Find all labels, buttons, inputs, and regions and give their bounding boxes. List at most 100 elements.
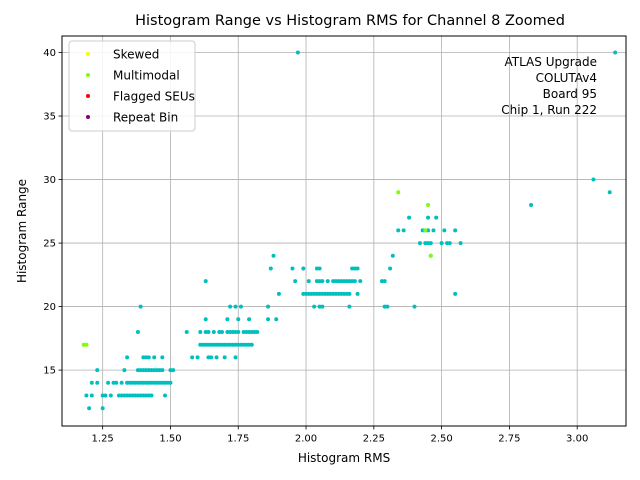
data-point-channel-8 bbox=[135, 329, 140, 334]
data-point-channel-8 bbox=[317, 266, 322, 271]
data-point-channel-8 bbox=[442, 228, 447, 233]
data-point-channel-8 bbox=[108, 393, 113, 398]
data-point-channel-8 bbox=[276, 291, 281, 296]
data-point-channel-8 bbox=[238, 304, 243, 309]
legend-label-flagged-seus: Flagged SEUs bbox=[113, 90, 195, 104]
data-point-channel-8 bbox=[214, 355, 219, 360]
data-point-channel-8 bbox=[529, 202, 534, 207]
data-point-channel-8 bbox=[190, 355, 195, 360]
legend-box bbox=[68, 40, 196, 132]
legend-label-multimodal: Multimodal bbox=[113, 69, 180, 83]
data-point-multimodal bbox=[423, 228, 428, 233]
x-tick-label: 1.75 bbox=[227, 434, 249, 445]
data-point-channel-8 bbox=[390, 253, 395, 258]
data-point-channel-8 bbox=[247, 317, 252, 322]
plot-frame bbox=[61, 35, 627, 427]
data-point-channel-8 bbox=[146, 355, 151, 360]
data-point-channel-8 bbox=[171, 368, 176, 373]
y-axis-label: Histogram Range bbox=[15, 179, 29, 283]
data-point-channel-8 bbox=[431, 228, 436, 233]
data-point-channel-8 bbox=[198, 329, 203, 334]
data-point-channel-8 bbox=[103, 393, 108, 398]
data-point-channel-8 bbox=[274, 317, 279, 322]
y-tick-label: 15 bbox=[43, 366, 56, 377]
data-point-channel-8 bbox=[149, 393, 154, 398]
legend-marker-multimodal bbox=[86, 73, 90, 77]
annotation-line-4: Chip 1, Run 222 bbox=[501, 103, 597, 117]
annotation-line-1: ATLAS Upgrade bbox=[504, 55, 597, 69]
data-point-channel-8 bbox=[306, 279, 311, 284]
x-tick-label: 1.50 bbox=[159, 434, 181, 445]
legend-marker-flagged-seus bbox=[86, 94, 90, 98]
data-point-channel-8 bbox=[439, 241, 444, 246]
y-tick-label: 30 bbox=[43, 175, 56, 186]
data-point-channel-8 bbox=[271, 253, 276, 258]
data-point-channel-8 bbox=[417, 241, 422, 246]
data-point-channel-8 bbox=[125, 355, 130, 360]
data-point-channel-8 bbox=[591, 177, 596, 182]
data-point-multimodal bbox=[396, 190, 401, 195]
data-point-channel-8 bbox=[195, 355, 200, 360]
data-point-channel-8 bbox=[352, 279, 357, 284]
data-point-channel-8 bbox=[412, 304, 417, 309]
legend-marker-repeat-bin bbox=[86, 115, 90, 119]
annotation-block: ATLAS Upgrade COLUTAv4 Board 95 Chip 1, … bbox=[501, 55, 597, 117]
data-point-channel-8 bbox=[111, 380, 116, 385]
data-point-channel-8 bbox=[320, 279, 325, 284]
data-point-channel-8 bbox=[249, 342, 254, 347]
data-point-channel-8 bbox=[382, 279, 387, 284]
data-point-channel-8 bbox=[225, 317, 230, 322]
data-point-channel-8 bbox=[160, 355, 165, 360]
data-point-channel-8 bbox=[266, 304, 271, 309]
data-points bbox=[81, 50, 618, 411]
legend: Skewed Multimodal Flagged SEUs Repeat Bi… bbox=[68, 40, 196, 132]
x-tick-label: 2.25 bbox=[363, 434, 385, 445]
data-point-channel-8 bbox=[209, 355, 214, 360]
data-point-channel-8 bbox=[266, 317, 271, 322]
y-tick-label: 20 bbox=[43, 302, 56, 313]
data-point-channel-8 bbox=[434, 215, 439, 220]
data-point-channel-8 bbox=[295, 50, 300, 55]
data-point-channel-8 bbox=[268, 266, 273, 271]
data-point-channel-8 bbox=[355, 266, 360, 271]
data-point-channel-8 bbox=[95, 380, 100, 385]
data-point-channel-8 bbox=[89, 393, 94, 398]
x-axis-ticks: 1.25 1.50 1.75 2.00 2.25 2.50 2.75 3.00 bbox=[92, 426, 588, 445]
data-point-channel-8 bbox=[206, 329, 211, 334]
y-tick-label: 35 bbox=[43, 112, 56, 123]
data-point-channel-8 bbox=[163, 393, 168, 398]
data-point-channel-8 bbox=[401, 228, 406, 233]
data-point-channel-8 bbox=[138, 304, 143, 309]
data-point-channel-8 bbox=[613, 50, 618, 55]
annotation-line-3: Board 95 bbox=[543, 87, 597, 101]
data-point-channel-8 bbox=[447, 241, 452, 246]
data-point-channel-8 bbox=[236, 317, 241, 322]
data-point-channel-8 bbox=[233, 355, 238, 360]
y-tick-label: 40 bbox=[43, 48, 56, 59]
data-point-channel-8 bbox=[84, 393, 89, 398]
data-point-channel-8 bbox=[95, 368, 100, 373]
data-point-channel-8 bbox=[453, 291, 458, 296]
y-tick-label: 25 bbox=[43, 239, 56, 250]
data-point-channel-8 bbox=[211, 329, 216, 334]
data-point-channel-8 bbox=[233, 304, 238, 309]
data-point-channel-8 bbox=[222, 355, 227, 360]
data-point-multimodal bbox=[428, 253, 433, 258]
data-point-channel-8 bbox=[293, 279, 298, 284]
data-point-channel-8 bbox=[228, 304, 233, 309]
data-point-channel-8 bbox=[87, 406, 92, 411]
data-point-channel-8 bbox=[219, 329, 224, 334]
x-tick-label: 2.00 bbox=[295, 434, 317, 445]
data-point-channel-8 bbox=[607, 190, 612, 195]
data-point-channel-8 bbox=[453, 228, 458, 233]
data-point-channel-8 bbox=[160, 368, 165, 373]
data-point-channel-8 bbox=[388, 266, 393, 271]
data-point-channel-8 bbox=[152, 355, 157, 360]
data-point-channel-8 bbox=[255, 329, 260, 334]
legend-label-repeat-bin: Repeat Bin bbox=[113, 111, 178, 125]
data-point-channel-8 bbox=[290, 266, 295, 271]
data-point-multimodal bbox=[426, 202, 431, 207]
data-point-channel-8 bbox=[122, 368, 127, 373]
data-point-channel-8 bbox=[168, 380, 173, 385]
data-point-channel-8 bbox=[396, 228, 401, 233]
